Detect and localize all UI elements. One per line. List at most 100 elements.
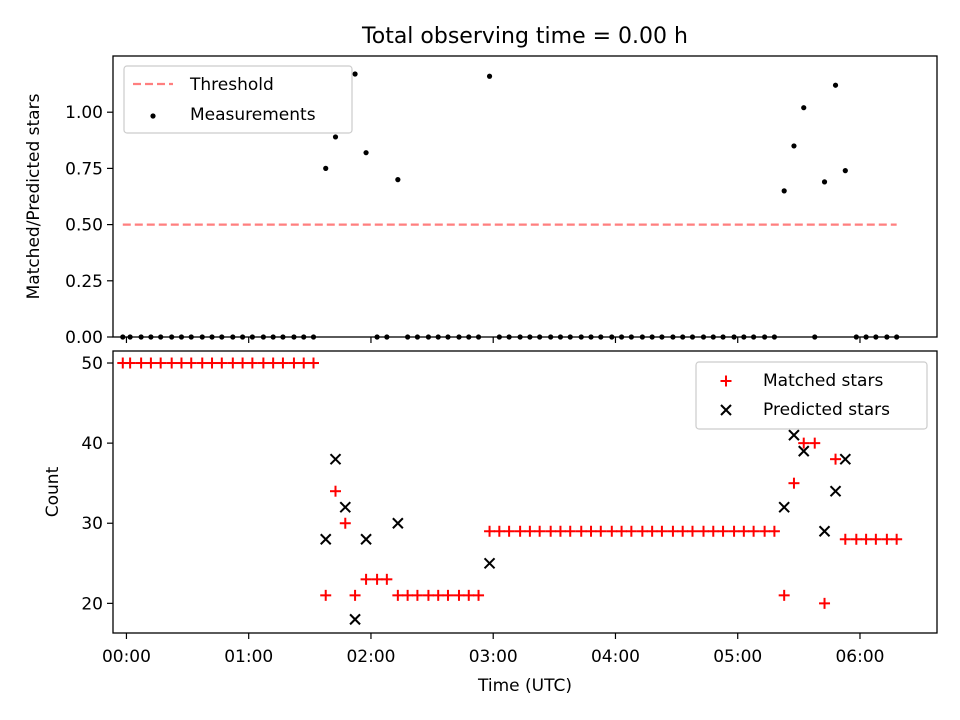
legend-label-measurements: Measurements [190,105,316,125]
data-point [237,357,249,369]
y-tick-label: 1.00 [65,103,103,123]
y-tick-label: 0.25 [65,272,103,292]
data-point [298,357,310,369]
data-point [850,533,862,545]
x-marker-b [329,453,342,465]
data-point [829,485,842,497]
data-point [329,453,342,465]
x-tick-label: 03:00 [469,647,518,667]
data-point [145,357,157,369]
data-point [646,525,658,537]
x-marker-b [839,453,852,465]
data-point [768,525,780,537]
data-point [330,485,342,497]
data-point [267,357,279,369]
x-marker-b [339,501,351,513]
data-point [870,533,882,545]
data-point [422,589,434,601]
data-point [554,525,566,537]
legend-predicted-swatch-b [720,404,732,416]
data-point [216,357,228,369]
data-point [288,357,300,369]
data-point [392,589,404,601]
data-point [277,357,289,369]
data-point [748,525,760,537]
data-point [778,589,790,601]
data-point [483,557,496,570]
data-point [307,357,319,369]
data-point [339,517,351,529]
data-point [717,525,729,537]
data-point [534,525,546,537]
data-point [860,533,872,545]
x-tick-label: 06:00 [835,647,884,667]
x-marker-b [349,613,361,626]
data-point [339,501,351,513]
data-point [352,71,358,77]
data-point [360,573,372,585]
x-tick-label: 01:00 [224,647,273,667]
data-point [842,168,848,174]
plot-frame [112,350,938,634]
data-point [738,525,750,537]
data-point [545,525,557,537]
chart-title: Total observing time = 0.00 h [361,24,688,49]
data-point [819,597,831,609]
y-axis-label: Matched/Predicted stars [24,93,44,299]
x-marker-b [829,485,842,497]
x-marker-b [360,533,372,545]
data-point [463,589,475,601]
data-point [791,143,797,149]
data-point [686,525,698,537]
legend-box [123,65,353,134]
data-point [818,525,831,537]
x-tick-label: 05:00 [713,647,762,667]
data-point [196,357,208,369]
data-point [606,525,618,537]
legend-label-threshold: Threshold [189,75,274,95]
legend: Threshold Measurements [123,65,353,134]
data-point [781,188,787,194]
data-point [175,357,187,369]
data-point [349,589,361,601]
series-matched-stars [117,357,903,609]
x-marker-b [392,517,404,529]
data-point [486,73,493,79]
data-point [363,150,369,156]
data-point [493,525,505,537]
data-point [881,533,893,545]
plot-frame [112,55,938,338]
data-point [707,525,719,537]
data-point [839,533,851,545]
y-tick-label: 30 [81,514,103,534]
data-point [514,525,526,537]
data-point [257,357,269,369]
data-point [166,357,178,369]
data-point [697,525,709,537]
data-point [801,105,807,111]
x-marker-b [818,525,831,537]
x-tick-label: 04:00 [591,647,640,667]
data-point [453,589,465,601]
x-tick-label: 00:00 [102,647,151,667]
x-tick-label: 02:00 [346,647,395,667]
x-marker-b [788,429,800,441]
legend: Matched stars Predicted stars [695,361,928,430]
legend-measurements-swatch [150,113,156,119]
data-point [332,134,339,140]
data-point [524,525,536,537]
top-panel: 0.00 0.25 0.50 0.75 1.00 Matched/Predicted st… [24,55,938,348]
data-point [728,525,740,537]
data-point [371,573,383,585]
y-tick-label: 20 [81,594,103,614]
data-point [595,525,607,537]
data-point [636,525,648,537]
data-point [585,525,597,537]
x-marker-b [483,557,496,570]
data-point [798,437,810,449]
data-point [575,525,587,537]
data-point [809,437,821,449]
data-point [625,525,637,537]
data-point [677,525,689,537]
